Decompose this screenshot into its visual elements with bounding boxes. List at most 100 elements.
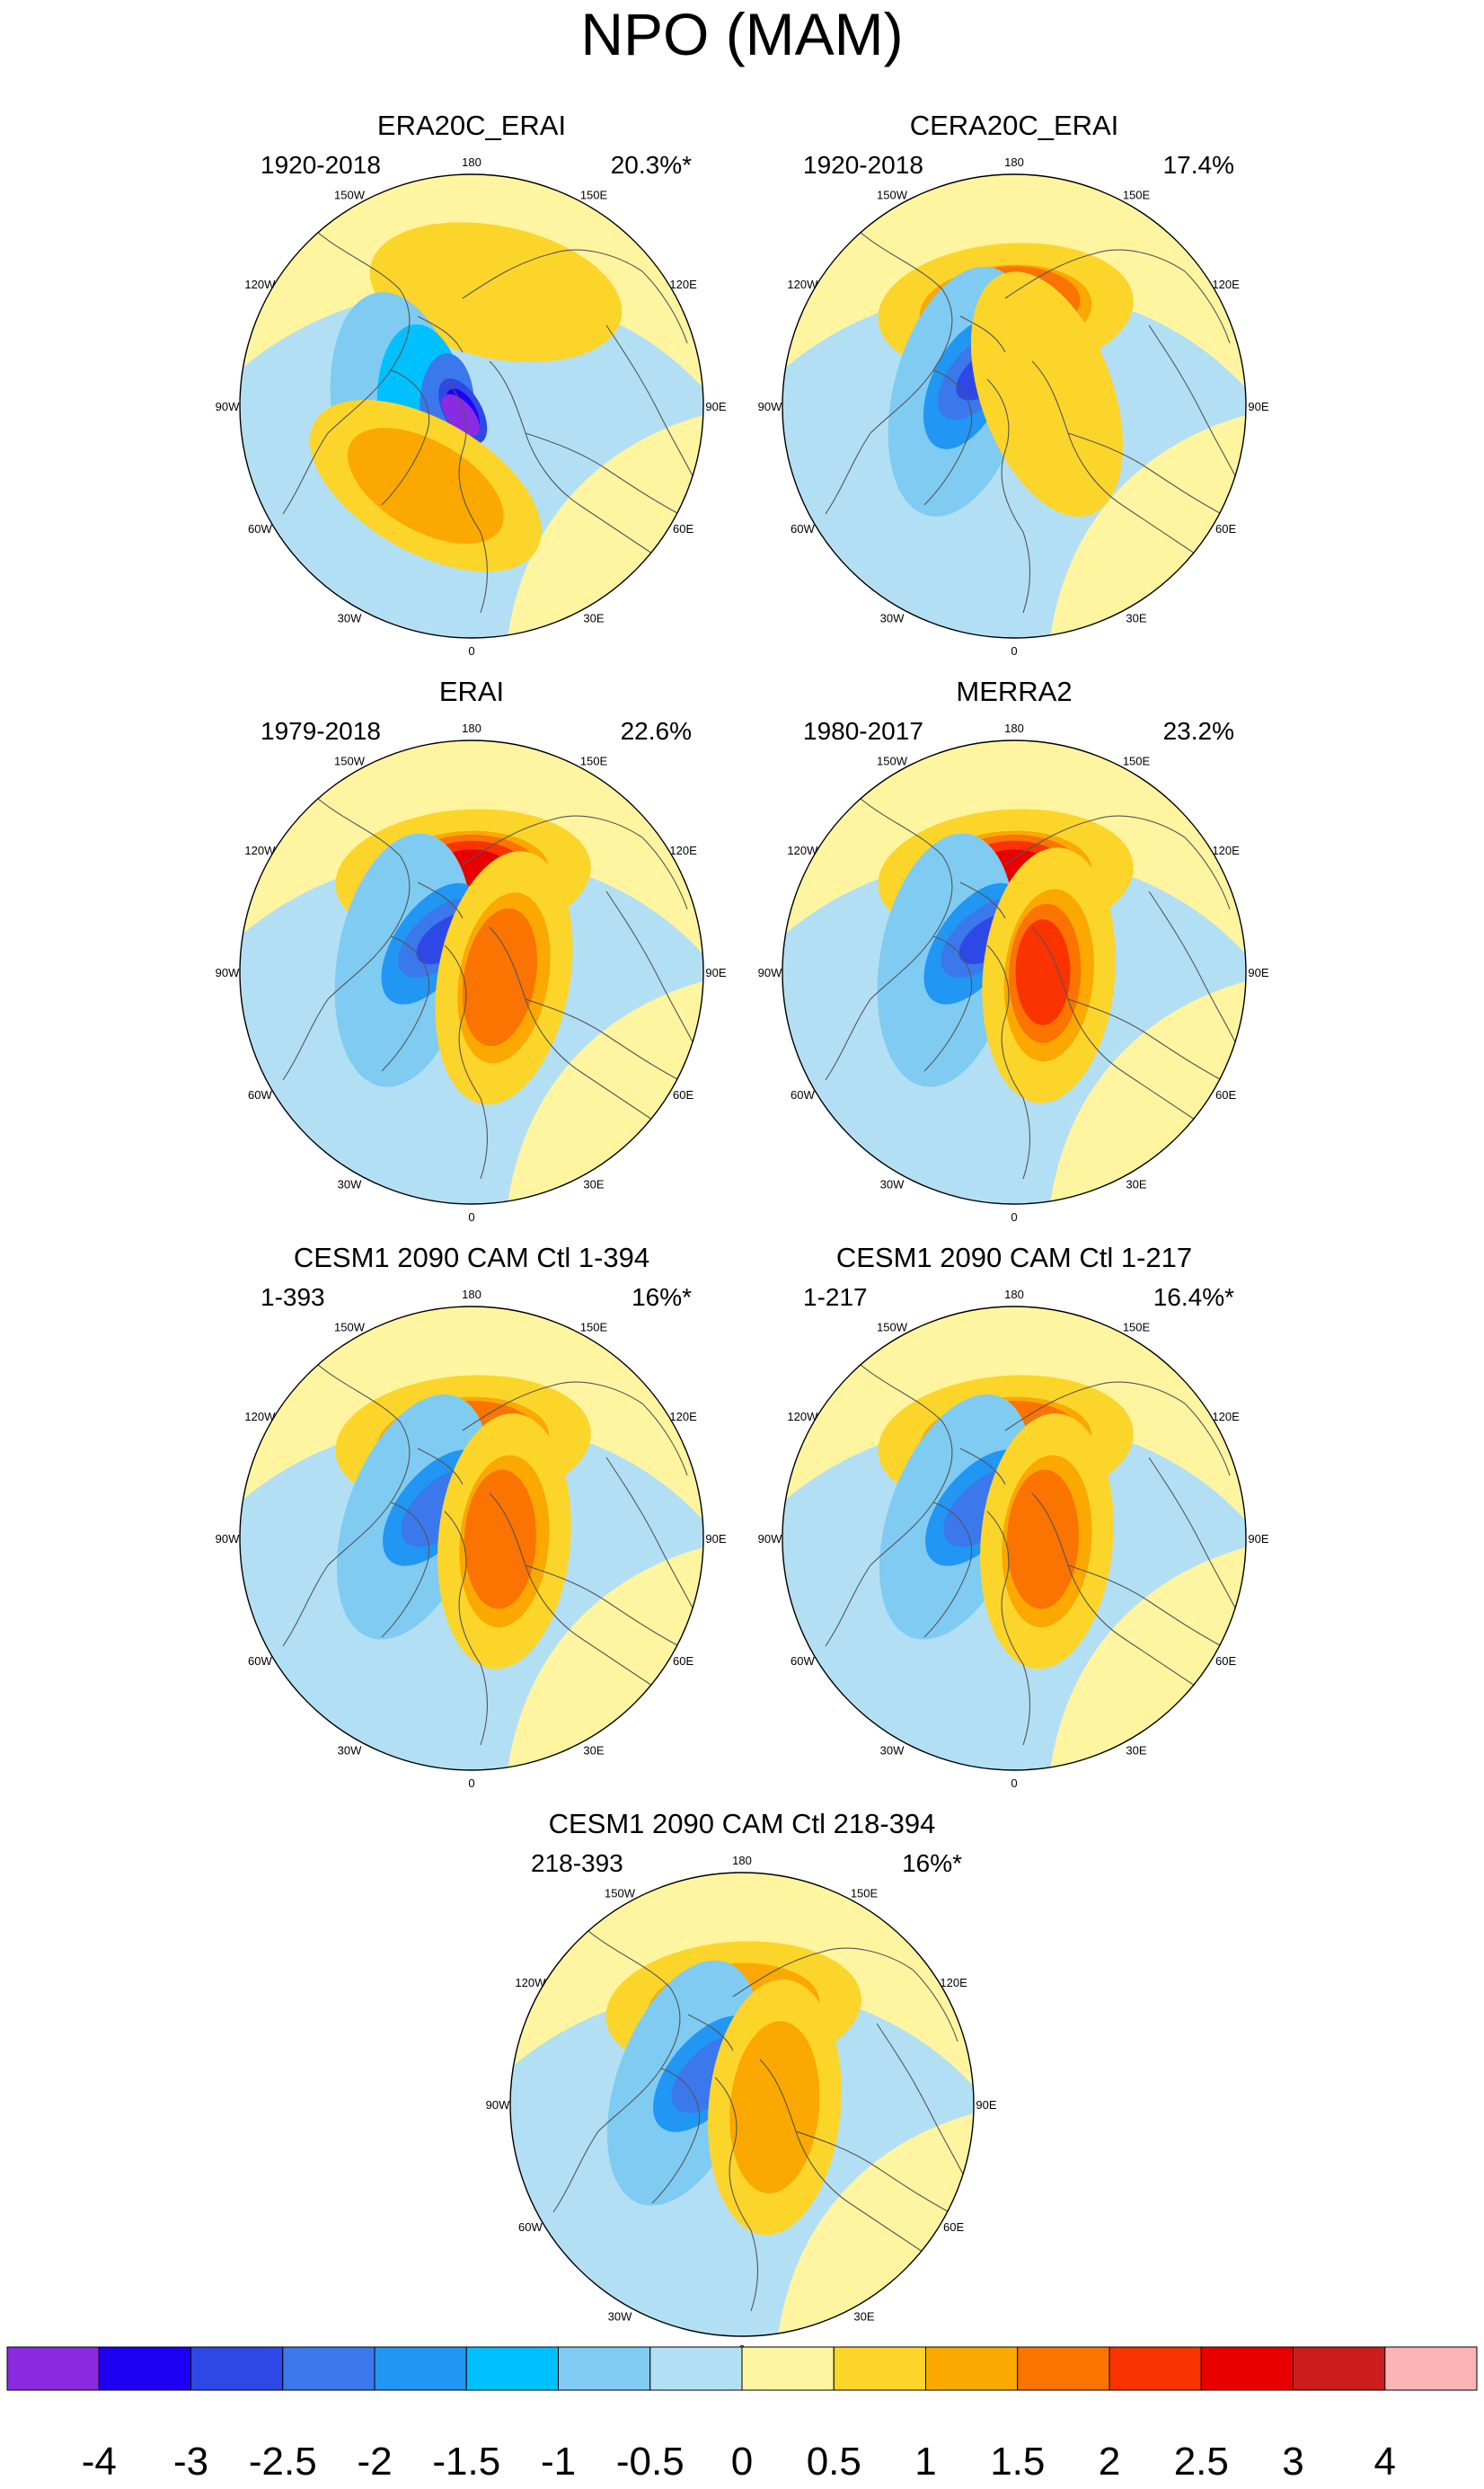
coastline <box>1022 1663 1031 1746</box>
coastline <box>1067 998 1240 1090</box>
panel-cesm1-ctl-1-217: CESM1 2090 CAM Ctl 1-217 1-217 16.4%* 18… <box>736 1242 1293 1799</box>
longitude-label: 120W <box>787 278 818 291</box>
colorbar-tick-label: 4 <box>1374 2440 1396 2484</box>
colorbar-tick-label: 3 <box>1282 2440 1303 2484</box>
colorbar-tick-label: 2 <box>1099 2440 1120 2484</box>
panel-title: MERRA2 <box>956 676 1073 707</box>
polar-map: 180 150W 150E 120W 120E 90W 90E 60W 60E 30W 30E 0 <box>758 722 1269 1224</box>
figure-title: NPO (MAM) <box>580 1 904 67</box>
coastline <box>912 1969 958 2042</box>
longitude-label: 60W <box>791 1654 815 1668</box>
panel-cesm1-ctl-218-394: CESM1 2090 CAM Ctl 218-394 218-393 16%* … <box>464 1808 1020 2365</box>
panel-cesm1-ctl-1-394: CESM1 2090 CAM Ctl 1-394 1-393 16%* 180 1… <box>193 1242 750 1799</box>
panel-years: 1920-2018 <box>803 151 923 179</box>
coastline <box>480 1663 489 1746</box>
longitude-label: 60W <box>791 1088 815 1102</box>
colorbar-tick-label: -2.5 <box>249 2440 317 2484</box>
longitude-label: 30W <box>338 612 362 625</box>
longitude-label: 180 <box>732 1854 752 1867</box>
coastline <box>641 1403 688 1476</box>
panel-title: CESM1 2090 CAM Ctl 1-217 <box>835 1242 1193 1273</box>
coastline <box>986 378 1024 533</box>
panel-variance: 23.2% <box>1162 717 1234 745</box>
panel-variance: 16%* <box>902 1849 962 1877</box>
coastline <box>462 249 643 299</box>
longitude-label: 120W <box>244 1410 276 1423</box>
longitude-label: 30E <box>583 1744 604 1758</box>
colorbar-tick-label: 1 <box>914 2440 936 2484</box>
colorbar-swatch <box>1384 2346 1478 2391</box>
coastline <box>300 1349 411 1566</box>
colorbar-swatch <box>649 2346 743 2391</box>
longitude-label: 30W <box>880 612 905 625</box>
colorbar-swatch <box>1200 2346 1294 2391</box>
longitude-label: 0 <box>468 1776 474 1790</box>
coastline <box>687 2014 734 2051</box>
longitude-label: 120E <box>669 1410 697 1423</box>
longitude-label: 60E <box>1215 1654 1236 1668</box>
panel-years: 1-217 <box>803 1283 868 1311</box>
coastline <box>825 432 871 515</box>
longitude-label: 90E <box>1248 966 1268 979</box>
colorbar-tick-label: 0.5 <box>807 2440 861 2484</box>
anomaly-contour-7 <box>970 271 1124 518</box>
longitude-label: 90E <box>705 1532 726 1546</box>
map-border <box>509 1872 975 2337</box>
coastline <box>282 998 329 1081</box>
coastline <box>641 270 688 344</box>
coastline <box>714 2077 752 2231</box>
map-border <box>239 740 704 1205</box>
coastline <box>480 1097 489 1180</box>
longitude-label: 90W <box>758 1532 782 1546</box>
coastline <box>923 935 973 1072</box>
coastline <box>300 217 411 434</box>
panel-variance: 22.6% <box>620 717 692 745</box>
coastline <box>641 837 688 910</box>
coastline <box>462 815 643 865</box>
longitude-label: 150E <box>851 1886 879 1900</box>
map-border <box>239 1306 704 1771</box>
polar-map: 180 150W 150E 120W 120E 90W 90E 60W 60E 30W 30E 0 <box>758 1288 1269 1790</box>
anomaly-contour-6 <box>729 2021 820 2194</box>
panel-title: CESM1 2090 CAM Ctl 1-394 <box>293 1242 650 1273</box>
coastline <box>959 1448 1006 1485</box>
longitude-label: 90E <box>1248 400 1268 413</box>
panel-cera20c-erai: CERA20C_ERAI 1920-2018 17.4% 180 150W 150E… <box>736 110 1293 667</box>
coastline <box>1184 837 1231 910</box>
longitude-label: 30W <box>338 1744 362 1758</box>
longitude-label: 30E <box>853 2310 874 2324</box>
longitude-label: 150E <box>580 188 608 201</box>
colorbar-tick-label: -3 <box>173 2440 208 2484</box>
longitude-label: 90E <box>976 2098 996 2112</box>
longitude-label: 90W <box>216 400 240 413</box>
panel-years: 1920-2018 <box>261 151 381 179</box>
longitude-label: 60E <box>1215 1088 1236 1102</box>
longitude-label: 120E <box>1212 844 1240 857</box>
anomaly-contour-8 <box>1006 1469 1079 1609</box>
polar-map: 180 150W 150E 120W 120E 90W 90E 60W 60E 30W 30E 0 <box>216 155 727 658</box>
coastline <box>986 1510 1024 1665</box>
longitude-label: 60W <box>791 522 815 536</box>
longitude-label: 90W <box>216 1532 240 1546</box>
anomaly-contour-11 <box>462 908 538 1047</box>
longitude-label: 0 <box>1011 644 1017 658</box>
longitude-label: 180 <box>1004 1288 1024 1301</box>
map-border <box>239 173 704 639</box>
longitude-label: 150E <box>580 754 608 767</box>
longitude-label: 150W <box>877 1320 908 1333</box>
longitude-label: 150E <box>580 1320 608 1333</box>
coastline <box>480 531 489 614</box>
longitude-label: 180 <box>462 1288 481 1301</box>
longitude-label: 30E <box>1126 1744 1146 1758</box>
colorbar-tick-label: -1.5 <box>432 2440 500 2484</box>
coastline <box>462 1381 643 1431</box>
coastline <box>1184 270 1231 344</box>
longitude-label: 30E <box>583 1178 604 1191</box>
longitude-label: 60E <box>943 2220 964 2234</box>
longitude-label: 180 <box>1004 722 1024 735</box>
panel-variance: 20.3%* <box>610 151 692 179</box>
longitude-label: 120W <box>515 1976 546 1989</box>
longitude-label: 150W <box>877 754 908 767</box>
panel-erai: ERAI 1979-2018 22.6% 180 150W 150E 120W 120E… <box>193 676 750 1233</box>
coastline <box>417 881 464 919</box>
